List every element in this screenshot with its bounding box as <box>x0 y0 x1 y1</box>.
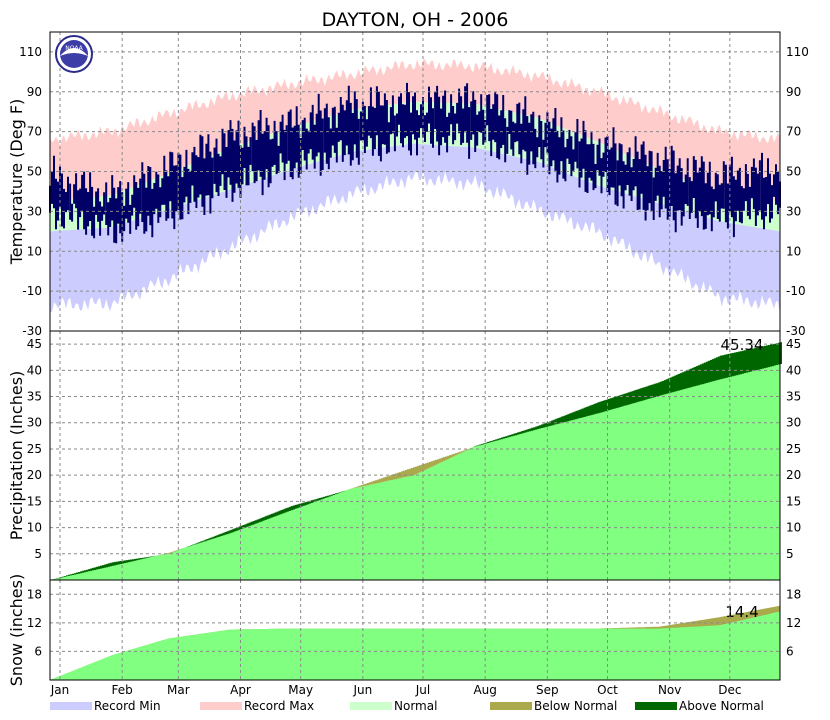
precipitation-panel: 45.34 5 5 10 10 15 15 20 20 25 25 30 30 35 35 40 40 45 45 P… <box>7 330 801 581</box>
logo-text: NOAA <box>65 45 83 52</box>
logo-bird <box>60 48 88 56</box>
month-label: Mar <box>167 683 190 697</box>
month-label: Sep <box>536 683 559 697</box>
legend-swatch <box>200 702 242 710</box>
temperature-panel: -30 -30 -10 -10 10 10 30 30 50 50 70 70 90 90 110 110 Te… <box>7 31 809 338</box>
y-tick-label-right: 20 <box>786 468 801 482</box>
month-label: Oct <box>597 683 618 697</box>
y-tick-label-right: 5 <box>786 547 794 561</box>
y-tick-label-left: 6 <box>34 644 42 658</box>
y-tick-label-left: 40 <box>27 363 42 377</box>
y-tick-label-left: 45 <box>27 337 42 351</box>
y-tick-label-left: -30 <box>22 324 42 338</box>
y-tick-label-right: 70 <box>786 125 801 139</box>
y-tick-label-right: 30 <box>786 416 801 430</box>
month-label: Nov <box>658 683 681 697</box>
precip-total-label: 45.34 <box>721 336 764 354</box>
record-min-band <box>50 143 780 314</box>
y-tick-label-left: -10 <box>22 284 42 298</box>
y-tick-label-right: 45 <box>786 337 801 351</box>
month-label: Aug <box>473 683 496 697</box>
month-label: May <box>288 683 313 697</box>
y-tick-label-left: 30 <box>27 416 42 430</box>
y-tick-label-left: 90 <box>27 85 42 99</box>
record-max-band <box>50 59 780 202</box>
legend-label: Above Normal <box>679 699 764 713</box>
y-tick-label-left: 110 <box>19 45 42 59</box>
y-tick-label-left: 10 <box>27 521 42 535</box>
y-axis-label: Temperature (Deg F) <box>7 99 26 266</box>
y-tick-label-right: 10 <box>786 244 801 258</box>
legend-label: Below Normal <box>534 699 617 713</box>
legend-swatch <box>490 702 532 710</box>
y-tick-label-right: 6 <box>786 644 794 658</box>
y-tick-label-left: 25 <box>27 442 42 456</box>
legend-label: Record Min <box>94 699 161 713</box>
y-tick-label-left: 70 <box>27 125 42 139</box>
y-tick-label-right: 35 <box>786 390 801 404</box>
y-tick-label-right: 30 <box>786 204 801 218</box>
y-tick-label-right: 50 <box>786 165 801 179</box>
y-tick-label-left: 30 <box>27 204 42 218</box>
legend-label: Record Max <box>244 699 314 713</box>
y-tick-label-right: 15 <box>786 494 801 508</box>
y-tick-label-left: 18 <box>27 587 42 601</box>
y-tick-label-right: -10 <box>786 284 806 298</box>
chart-title: DAYTON, OH - 2006 <box>322 9 509 31</box>
precip-normal-area <box>50 364 780 580</box>
month-label: Jul <box>415 683 430 697</box>
y-tick-label-left: 5 <box>34 547 42 561</box>
legend-label: Normal <box>394 699 437 713</box>
y-tick-label-right: 40 <box>786 363 801 377</box>
legend: Record Min Record Max Normal Below Normal Ab… <box>50 699 764 713</box>
y-tick-label-left: 35 <box>27 390 42 404</box>
y-tick-label-left: 20 <box>27 468 42 482</box>
y-tick-label-right: 10 <box>786 521 801 535</box>
y-axis-label: Precipitation (Inches) <box>7 371 26 541</box>
month-axis: Jan Feb Mar Apr May Jun Jul Aug Sep Oct Nov Dec <box>50 683 742 697</box>
y-tick-label-right: 18 <box>786 587 801 601</box>
y-tick-label-right: 110 <box>786 45 809 59</box>
y-axis-label: Snow (inches) <box>7 574 26 686</box>
y-tick-label-right: 12 <box>786 616 801 630</box>
month-label: Jun <box>352 683 372 697</box>
legend-swatch <box>350 702 392 710</box>
panel-frame <box>49 579 781 681</box>
legend-swatch <box>635 702 677 710</box>
noaa-logo: NOAA <box>55 35 93 73</box>
snow-total-label: 14.4 <box>725 603 758 621</box>
month-label: Dec <box>718 683 741 697</box>
logo-disc <box>60 40 88 68</box>
y-tick-label-left: 15 <box>27 494 42 508</box>
month-label: Jan <box>50 683 70 697</box>
y-tick-label-right: 90 <box>786 85 801 99</box>
y-tick-label-left: 12 <box>27 616 42 630</box>
month-label: Apr <box>230 683 251 697</box>
month-label: Feb <box>112 683 133 697</box>
y-tick-label-left: 10 <box>27 244 42 258</box>
y-tick-label-right: 25 <box>786 442 801 456</box>
y-tick-label-left: 50 <box>27 165 42 179</box>
y-tick-label-right: -30 <box>786 324 806 338</box>
legend-swatch <box>50 702 92 710</box>
snow-actual-area <box>50 611 780 680</box>
precip-above-normal-area <box>52 342 782 580</box>
